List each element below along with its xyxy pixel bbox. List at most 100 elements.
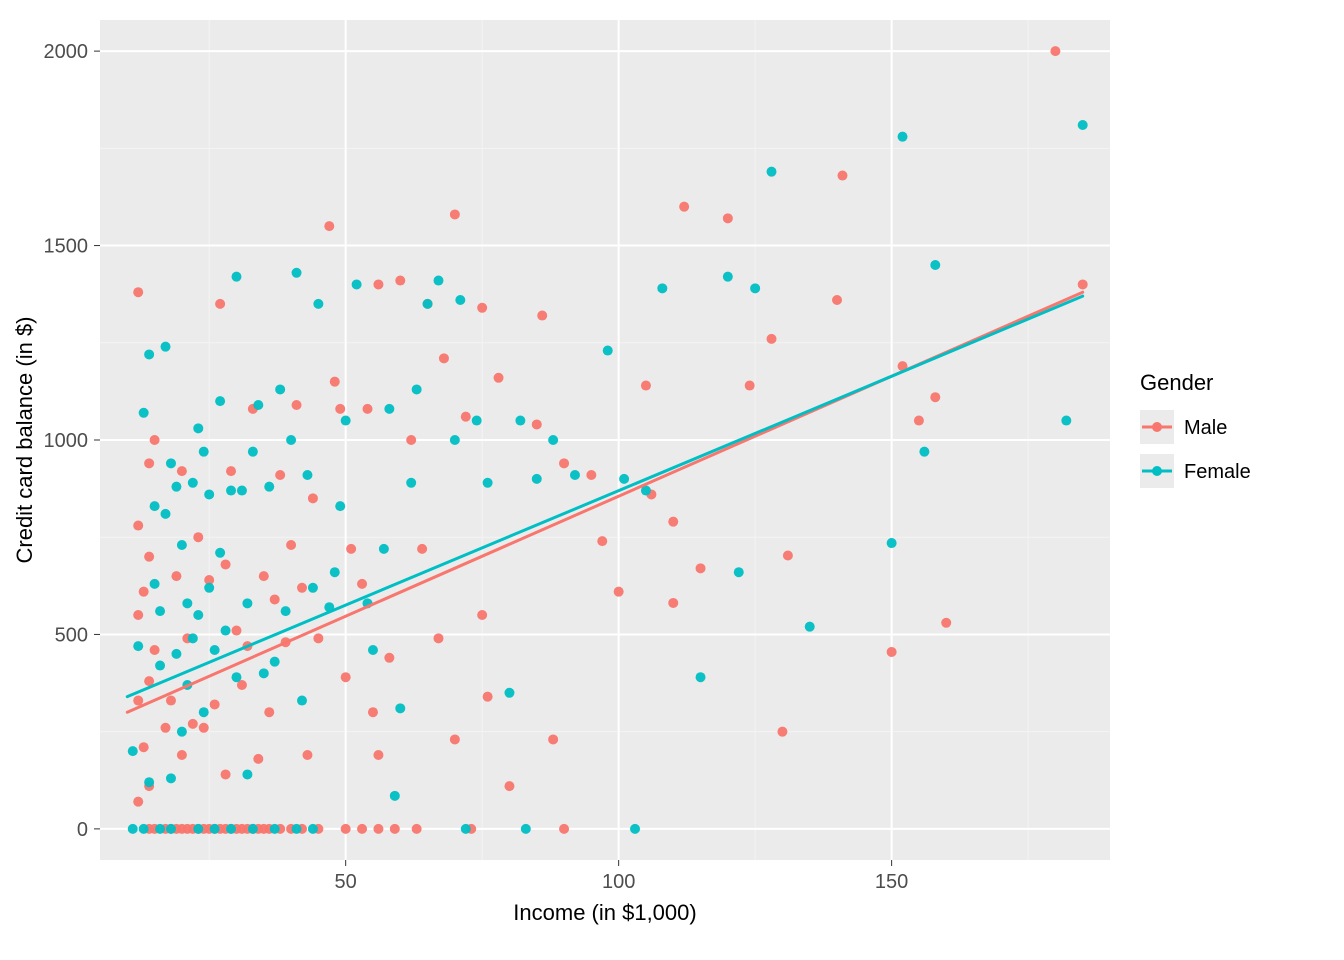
point-male — [357, 824, 367, 834]
point-female — [248, 447, 258, 457]
point-female — [231, 272, 241, 282]
point-male — [696, 563, 706, 573]
point-male — [777, 727, 787, 737]
legend-label: Female — [1184, 461, 1251, 483]
point-female — [433, 276, 443, 286]
point-male — [406, 435, 416, 445]
point-male — [668, 517, 678, 527]
point-female — [188, 633, 198, 643]
point-male — [914, 416, 924, 426]
point-female — [570, 470, 580, 480]
point-female — [412, 384, 422, 394]
point-female — [461, 824, 471, 834]
point-female — [302, 470, 312, 480]
point-male — [537, 311, 547, 321]
point-female — [767, 167, 777, 177]
point-female — [155, 606, 165, 616]
point-female — [898, 132, 908, 142]
point-female — [504, 688, 514, 698]
point-male — [641, 381, 651, 391]
point-female — [210, 824, 220, 834]
point-male — [292, 400, 302, 410]
point-female — [521, 824, 531, 834]
point-female — [171, 649, 181, 659]
point-female — [1078, 120, 1088, 130]
y-axis-title: Credit card balance (in $) — [12, 316, 37, 563]
point-male — [679, 202, 689, 212]
legend-key-point — [1152, 466, 1162, 476]
point-female — [286, 435, 296, 445]
point-female — [734, 567, 744, 577]
point-male — [193, 532, 203, 542]
point-female — [231, 672, 241, 682]
point-male — [483, 692, 493, 702]
point-male — [133, 797, 143, 807]
point-female — [193, 423, 203, 433]
point-male — [133, 521, 143, 531]
point-male — [133, 610, 143, 620]
point-male — [450, 209, 460, 219]
point-male — [259, 571, 269, 581]
point-female — [144, 777, 154, 787]
point-female — [253, 400, 263, 410]
point-male — [614, 587, 624, 597]
point-female — [657, 283, 667, 293]
point-male — [477, 303, 487, 313]
point-female — [193, 610, 203, 620]
scatter-chart: 501001500500100015002000Income (in $1,00… — [0, 0, 1344, 960]
point-female — [242, 769, 252, 779]
point-female — [308, 824, 318, 834]
y-tick-label: 500 — [55, 624, 88, 646]
point-male — [133, 696, 143, 706]
point-female — [193, 824, 203, 834]
point-male — [417, 544, 427, 554]
point-male — [177, 750, 187, 760]
point-male — [548, 734, 558, 744]
point-female — [335, 501, 345, 511]
point-male — [335, 404, 345, 414]
point-male — [210, 699, 220, 709]
point-female — [264, 482, 274, 492]
point-female — [150, 501, 160, 511]
point-female — [619, 474, 629, 484]
point-male — [253, 754, 263, 764]
y-tick-label: 2000 — [44, 41, 89, 63]
point-male — [832, 295, 842, 305]
point-female — [406, 478, 416, 488]
point-female — [275, 384, 285, 394]
point-male — [139, 742, 149, 752]
point-female — [696, 672, 706, 682]
point-male — [450, 734, 460, 744]
x-axis-title: Income (in $1,000) — [513, 900, 696, 925]
point-male — [668, 598, 678, 608]
point-female — [472, 416, 482, 426]
x-tick-label: 150 — [875, 871, 908, 893]
point-female — [182, 598, 192, 608]
point-female — [144, 349, 154, 359]
point-male — [199, 723, 209, 733]
point-male — [221, 769, 231, 779]
point-male — [559, 824, 569, 834]
point-male — [887, 647, 897, 657]
point-female — [226, 824, 236, 834]
point-female — [166, 773, 176, 783]
point-female — [139, 408, 149, 418]
point-female — [352, 279, 362, 289]
point-male — [837, 171, 847, 181]
legend-item: Female — [1140, 454, 1251, 488]
point-male — [390, 824, 400, 834]
y-tick-label: 1000 — [44, 430, 89, 452]
point-female — [603, 346, 613, 356]
point-female — [483, 478, 493, 488]
point-male — [586, 470, 596, 480]
point-male — [161, 723, 171, 733]
point-male — [368, 707, 378, 717]
point-female — [630, 824, 640, 834]
point-female — [242, 598, 252, 608]
point-female — [281, 606, 291, 616]
point-female — [161, 342, 171, 352]
point-male — [363, 404, 373, 414]
point-female — [379, 544, 389, 554]
point-female — [128, 746, 138, 756]
point-female — [919, 447, 929, 457]
